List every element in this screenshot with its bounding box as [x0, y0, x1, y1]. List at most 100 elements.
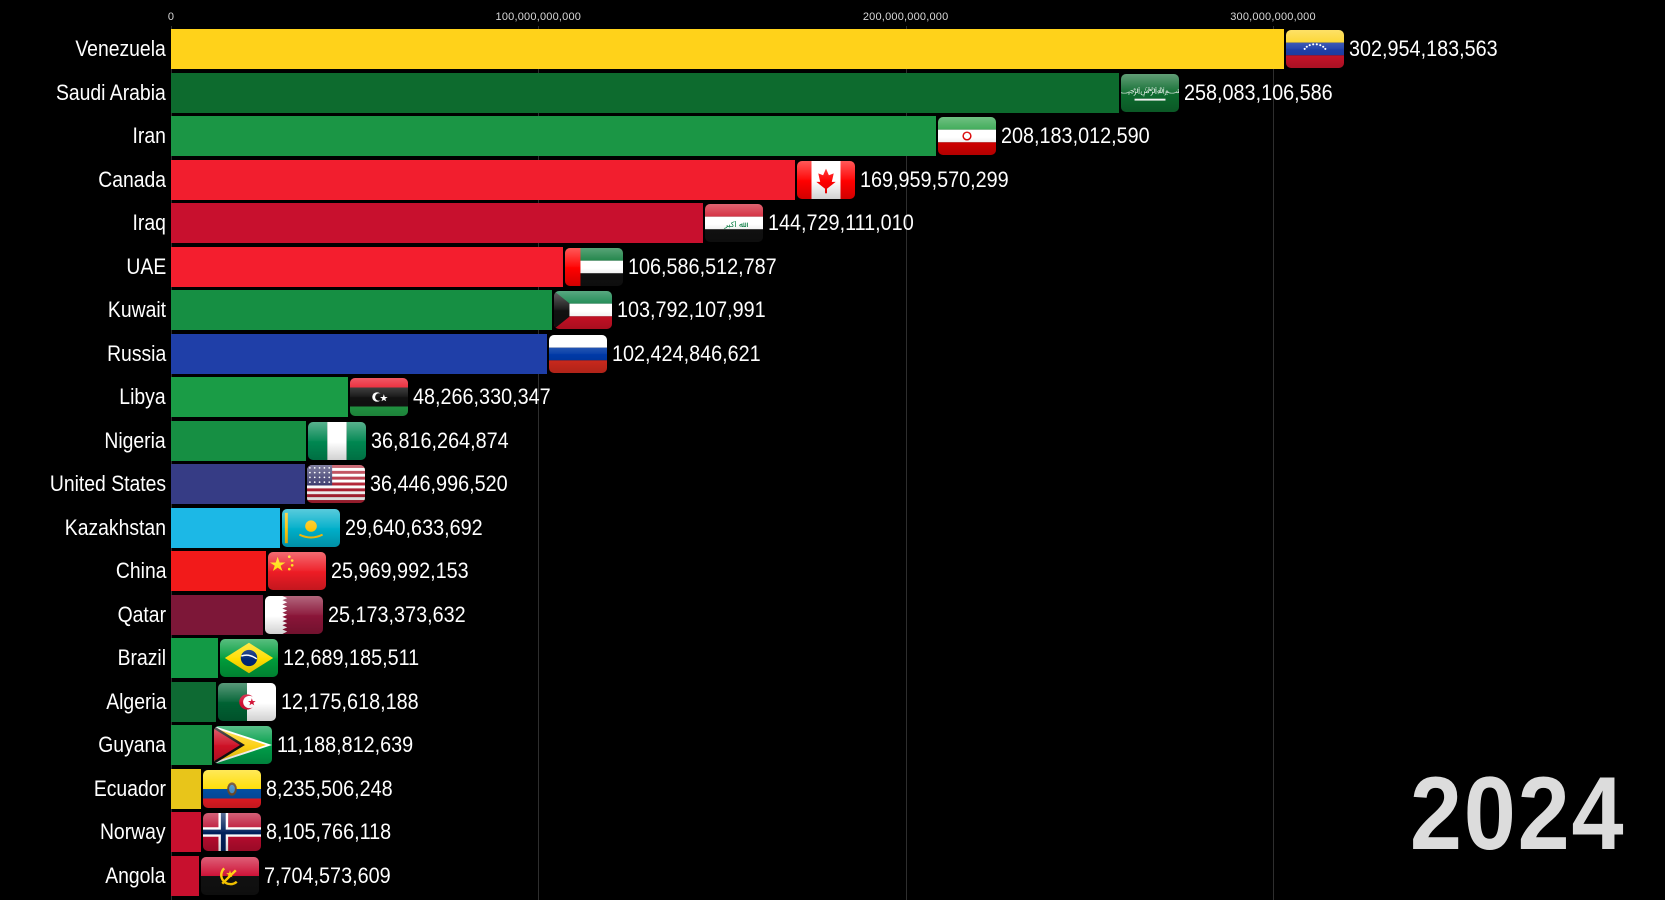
svg-text:ﷲ اكبر: ﷲ اكبر	[723, 220, 749, 229]
value-label: 7,704,573,609	[264, 862, 391, 888]
value-label: 208,183,012,590	[1000, 123, 1150, 148]
ecuador-flag-icon	[203, 769, 262, 808]
gridline	[538, 26, 540, 900]
category-label: Qatar	[117, 601, 166, 627]
bar-row: Brazil 12,689,185,511	[0, 638, 1665, 678]
bar	[171, 681, 216, 722]
bar-row: Angola 7,704,573,609	[0, 855, 1665, 896]
bar	[171, 464, 305, 504]
bar-row: Kuwait 103,792,107,991	[0, 290, 1665, 330]
year-label: 2024	[1409, 756, 1625, 872]
category-label: Kuwait	[107, 297, 166, 322]
kazakhstan-flag-icon	[281, 508, 340, 547]
x-tick-label: 100,000,000,000	[495, 11, 582, 23]
bar-row: Guyana 11,188,812,639	[0, 725, 1665, 765]
category-label: Iraq	[132, 210, 166, 235]
category-label: Ecuador	[93, 775, 166, 801]
brazil-flag-icon	[219, 639, 278, 677]
canada-flag-icon	[797, 160, 856, 199]
saudi-arabia-flag-icon: ﷽	[1121, 73, 1180, 112]
bar-row: UAE 106,586,512,787	[0, 246, 1665, 287]
bar-row: Nigeria 36,816,264,874	[0, 420, 1665, 461]
china-flag-icon	[268, 552, 327, 590]
gridline	[905, 26, 907, 900]
category-label: United States	[49, 471, 166, 496]
bar-row: China 25,969,992,153	[0, 551, 1665, 591]
category-label: Iran	[132, 123, 166, 148]
bar-row: Venezuela 302,954,183,563	[0, 29, 1665, 69]
category-label: Libya	[119, 384, 166, 409]
category-label: Canada	[98, 166, 166, 192]
libya-flag-icon	[350, 378, 409, 416]
bar	[171, 29, 1284, 69]
bar-row: Iraq ﷲ اكبر 144,729,111,010	[0, 203, 1665, 243]
iraq-flag-icon: ﷲ اكبر	[704, 204, 763, 242]
bar-row: Ecuador 8,235,506,248	[0, 768, 1665, 809]
bar	[171, 551, 267, 591]
value-label: 36,446,996,520	[369, 471, 508, 496]
value-label: 8,105,766,118	[265, 819, 391, 844]
value-label: 12,175,618,188	[280, 688, 419, 714]
x-tick-label: 0	[167, 11, 175, 23]
category-label: Nigeria	[104, 427, 166, 453]
bar	[171, 812, 201, 852]
bar	[171, 159, 796, 200]
bar	[171, 377, 349, 417]
x-tick-label: 300,000,000,000	[1230, 11, 1316, 23]
x-tick-label: 200,000,000,000	[862, 11, 949, 23]
value-label: 48,266,330,347	[413, 384, 551, 409]
value-label: 169,959,570,299	[860, 166, 1009, 192]
gridline	[171, 26, 172, 900]
category-label: Brazil	[117, 645, 166, 670]
nigeria-flag-icon	[308, 421, 367, 460]
iran-flag-icon	[937, 117, 996, 155]
category-label: Saudi Arabia	[56, 79, 166, 105]
value-label: 8,235,506,248	[266, 775, 393, 801]
bar	[171, 768, 202, 809]
bar-row: Saudi Arabia ﷽ 258,083,106,586	[0, 72, 1665, 113]
bar	[171, 333, 548, 374]
qatar-flag-icon	[265, 595, 324, 634]
bar	[171, 246, 563, 287]
united-states-flag-icon	[306, 465, 365, 503]
bar-row: Iran 208,183,012,590	[0, 116, 1665, 156]
bar-row: Qatar 25,173,373,632	[0, 594, 1665, 635]
bar-row: Kazakhstan 29,640,633,692	[0, 507, 1665, 548]
bar	[171, 203, 703, 243]
bar-row: Algeria 12,175,618,188	[0, 681, 1665, 722]
bar	[171, 594, 264, 635]
category-label: Russia	[106, 340, 166, 366]
category-label: Kazakhstan	[64, 514, 166, 540]
venezuela-flag-icon	[1285, 30, 1344, 68]
bar	[171, 290, 553, 330]
value-label: 25,173,373,632	[328, 601, 467, 627]
category-label: UAE	[126, 253, 166, 279]
bar-row: Canada 169,959,570,299	[0, 159, 1665, 200]
gridline	[1273, 26, 1274, 900]
bar	[171, 855, 200, 896]
bar	[171, 72, 1120, 113]
value-label: 25,969,992,153	[331, 558, 470, 583]
guyana-flag-icon	[214, 726, 273, 764]
category-label: China	[115, 558, 166, 583]
category-label: Norway	[100, 819, 166, 844]
value-label: 106,586,512,787	[627, 253, 777, 279]
bar-row: Libya 48,266,330,347	[0, 377, 1665, 417]
norway-flag-icon	[202, 813, 261, 851]
svg-text:﷽: ﷽	[1121, 86, 1179, 97]
bar	[171, 725, 213, 765]
category-label: Angola	[105, 862, 166, 888]
value-label: 36,816,264,874	[371, 427, 509, 453]
category-label: Guyana	[98, 732, 166, 757]
value-label: 302,954,183,563	[1348, 36, 1498, 61]
bar	[171, 116, 936, 156]
bar-row: Russia 102,424,846,621	[0, 333, 1665, 374]
category-label: Algeria	[105, 688, 166, 714]
angola-flag-icon	[201, 856, 260, 895]
bar	[171, 420, 307, 461]
value-label: 29,640,633,692	[344, 514, 483, 540]
algeria-flag-icon	[217, 682, 276, 721]
russia-flag-icon	[549, 334, 608, 373]
value-label: 258,083,106,586	[1184, 79, 1333, 105]
value-label: 12,689,185,511	[282, 645, 419, 670]
